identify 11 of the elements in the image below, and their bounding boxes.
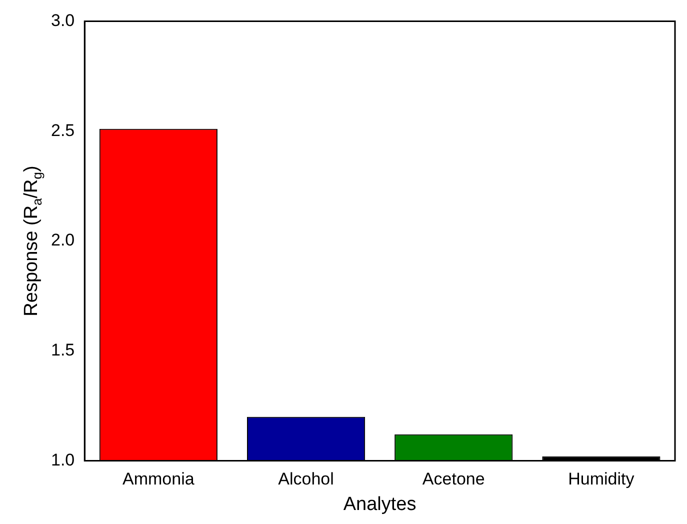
y-axis-title: Response (Ra/Rg): [21, 166, 45, 316]
y-tick-label: 1.0: [50, 450, 75, 470]
y-tick-label: 3.0: [50, 10, 75, 30]
y-tick-label: 1.5: [50, 340, 75, 360]
x-axis-title: Analytes: [343, 494, 416, 515]
x-tick-label: Humidity: [568, 470, 635, 489]
x-tick-label: Ammonia: [122, 470, 195, 489]
x-tick-label: Acetone: [422, 470, 485, 489]
y-tick-label: 2.0: [50, 230, 75, 250]
y-tick-label: 2.5: [50, 120, 75, 140]
x-tick-label: Alcohol: [278, 470, 334, 489]
